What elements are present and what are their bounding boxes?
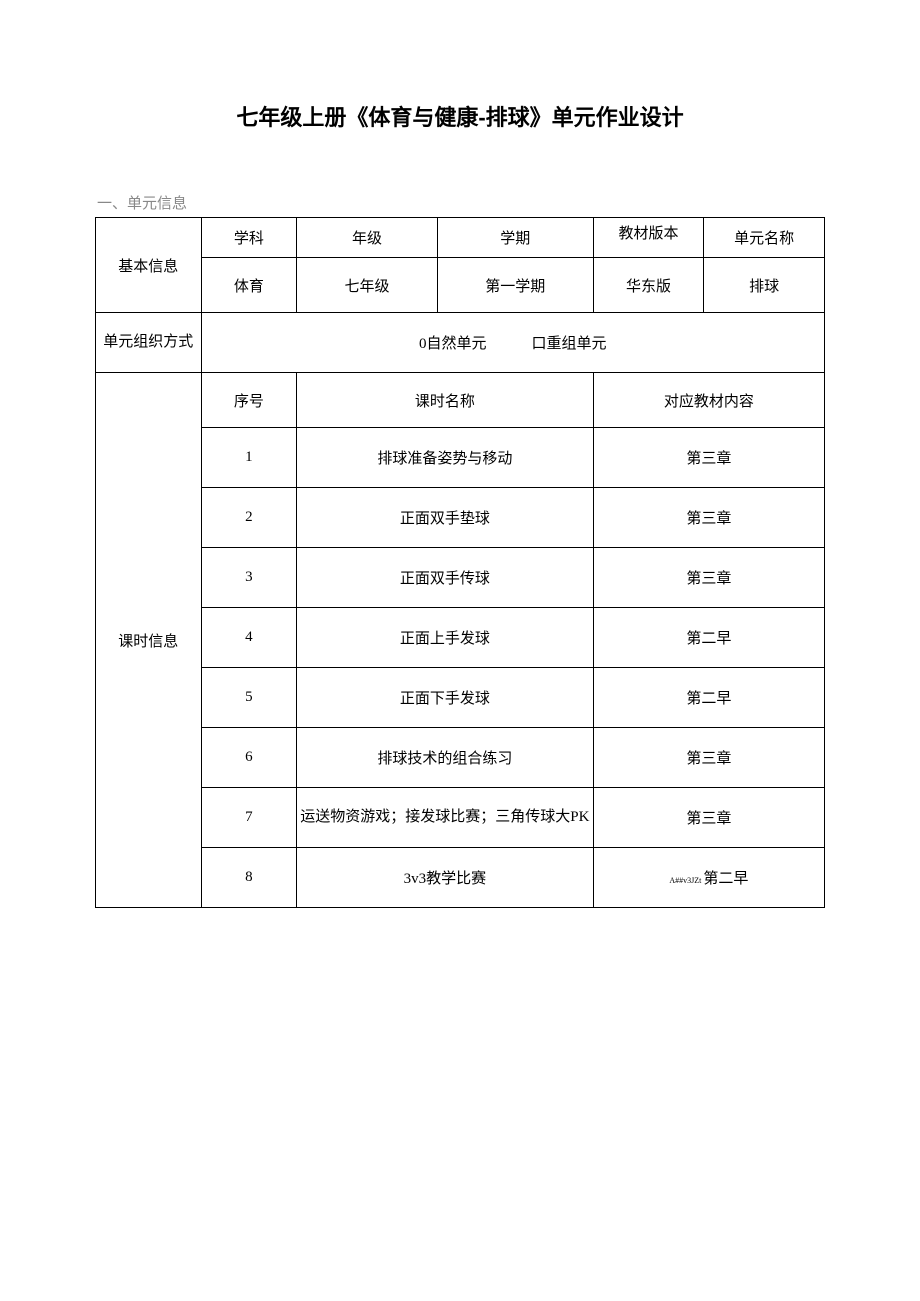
content-text: 第二早 xyxy=(703,871,748,887)
value-unit-name: 排球 xyxy=(704,258,825,313)
section-label-unit-info: 一、单元信息 xyxy=(95,192,825,213)
lesson-info-label: 课时信息 xyxy=(96,373,202,908)
value-subject: 体育 xyxy=(201,258,297,313)
lesson-name: 3v3教学比赛 xyxy=(297,848,594,908)
lesson-name: 正面下手发球 xyxy=(297,668,594,728)
header-unit-name: 单元名称 xyxy=(704,218,825,258)
lesson-name: 正面上手发球 xyxy=(297,608,594,668)
header-seq: 序号 xyxy=(201,373,297,428)
lesson-content: 第三章 xyxy=(593,788,824,848)
lesson-seq: 4 xyxy=(201,608,297,668)
table-row: 单元组织方式 0自然单元 口重组单元 xyxy=(96,313,825,373)
lesson-content: 第三章 xyxy=(593,728,824,788)
unit-info-table: 基本信息 学科 年级 学期 教材版本 单元名称 体育 七年级 第一学期 华东版 … xyxy=(95,217,825,908)
header-grade: 年级 xyxy=(297,218,438,258)
lesson-seq: 1 xyxy=(201,428,297,488)
org-mode-label: 单元组织方式 xyxy=(96,313,202,373)
table-row: 体育 七年级 第一学期 华东版 排球 xyxy=(96,258,825,313)
org-mode-options: 0自然单元 口重组单元 xyxy=(201,313,824,373)
lesson-content: 第二早 xyxy=(593,608,824,668)
value-semester: 第一学期 xyxy=(437,258,593,313)
table-row: 3 正面双手传球 第三章 xyxy=(96,548,825,608)
table-row: 基本信息 学科 年级 学期 教材版本 单元名称 xyxy=(96,218,825,258)
table-row: 6 排球技术的组合练习 第三章 xyxy=(96,728,825,788)
table-row: 2 正面双手垫球 第三章 xyxy=(96,488,825,548)
lesson-seq: 2 xyxy=(201,488,297,548)
lesson-name: 排球技术的组合练习 xyxy=(297,728,594,788)
lesson-name: 正面双手垫球 xyxy=(297,488,594,548)
lesson-name: 排球准备姿势与移动 xyxy=(297,428,594,488)
table-row: 1 排球准备姿势与移动 第三章 xyxy=(96,428,825,488)
lesson-seq: 5 xyxy=(201,668,297,728)
header-semester: 学期 xyxy=(437,218,593,258)
lesson-name: 正面双手传球 xyxy=(297,548,594,608)
table-row: 5 正面下手发球 第二早 xyxy=(96,668,825,728)
value-textbook-version: 华东版 xyxy=(593,258,704,313)
lesson-seq: 7 xyxy=(201,788,297,848)
basic-info-label: 基本信息 xyxy=(96,218,202,313)
lesson-content: 第三章 xyxy=(593,548,824,608)
table-row: 7 运送物资游戏；接发球比赛；三角传球大PK 第三章 xyxy=(96,788,825,848)
header-textbook-version: 教材版本 xyxy=(593,218,704,258)
table-row: 课时信息 序号 课时名称 对应教材内容 xyxy=(96,373,825,428)
lesson-content: 第三章 xyxy=(593,428,824,488)
table-row: 4 正面上手发球 第二早 xyxy=(96,608,825,668)
table-row: 8 3v3教学比赛 A##v3JZt第二早 xyxy=(96,848,825,908)
header-lesson-content: 对应教材内容 xyxy=(593,373,824,428)
lesson-name: 运送物资游戏；接发球比赛；三角传球大PK xyxy=(297,788,594,848)
page-title: 七年级上册《体育与健康-排球》单元作业设计 xyxy=(95,100,825,132)
lesson-content: 第三章 xyxy=(593,488,824,548)
header-subject: 学科 xyxy=(201,218,297,258)
lesson-seq: 3 xyxy=(201,548,297,608)
header-lesson-name: 课时名称 xyxy=(297,373,594,428)
content-prefix: A##v3JZt xyxy=(669,876,701,885)
value-grade: 七年级 xyxy=(297,258,438,313)
lesson-content: 第二早 xyxy=(593,668,824,728)
lesson-content: A##v3JZt第二早 xyxy=(593,848,824,908)
lesson-seq: 6 xyxy=(201,728,297,788)
lesson-seq: 8 xyxy=(201,848,297,908)
